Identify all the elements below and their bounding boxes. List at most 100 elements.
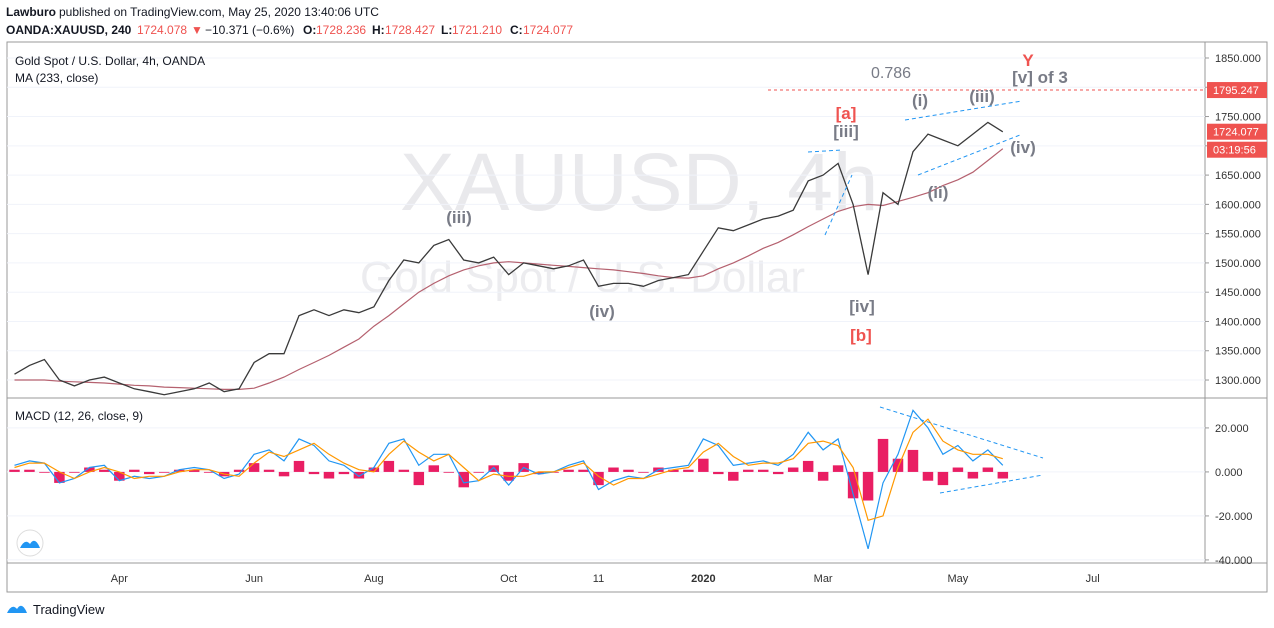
- histogram-bar: [922, 471, 934, 481]
- annotation: (iii): [969, 87, 995, 106]
- histogram-bar: [997, 471, 1009, 479]
- x-tick-label: Apr: [111, 573, 128, 585]
- annotation: (iii): [446, 208, 472, 227]
- frame: [6, 41, 1268, 593]
- histogram-bar: [443, 471, 455, 473]
- histogram-bar: [173, 469, 185, 472]
- histogram-bar: [203, 471, 215, 473]
- histogram-bar: [398, 469, 410, 472]
- histogram-bar: [54, 471, 65, 483]
- histogram-bar: [428, 465, 440, 472]
- histogram-bar: [578, 469, 589, 472]
- x-tick-label: Jun: [245, 573, 263, 585]
- change: −10.371 (−0.6%): [205, 23, 294, 37]
- histogram-bar: [743, 469, 754, 472]
- annotation: [v] of 3: [1012, 68, 1068, 87]
- annotation: Y: [1022, 51, 1034, 70]
- annotation: (ii): [928, 183, 949, 202]
- watermark-symbol: XAUUSD, 4h: [400, 137, 879, 228]
- footer-logo: [7, 605, 27, 613]
- c-label: C:: [510, 23, 523, 37]
- countdown: 03:19:56: [1213, 145, 1256, 157]
- histogram-bar: [84, 467, 95, 472]
- histogram-bar: [308, 471, 320, 475]
- x-tick-label: Jul: [1086, 573, 1100, 585]
- y-tick-label: -40.000: [1215, 555, 1252, 567]
- y-tick-label: 1300.000: [1215, 375, 1261, 387]
- series-line: [14, 418, 1003, 522]
- histogram-bar: [488, 465, 499, 472]
- close: 1724.077: [523, 23, 573, 37]
- series-line: [14, 148, 1004, 390]
- symbol: OANDA:XAUUSD, 240: [6, 23, 132, 37]
- y-tick-label: 1850.000: [1215, 53, 1261, 65]
- histogram-bar: [683, 469, 694, 472]
- y-tick-label: -20.000: [1215, 511, 1252, 523]
- annotation: (iv): [589, 302, 615, 321]
- annotation: (iv): [1010, 138, 1036, 157]
- level-label: 1795.247: [1213, 85, 1259, 97]
- histogram-bar: [787, 467, 799, 472]
- histogram-bar: [39, 471, 50, 473]
- annotation: [iii]: [833, 122, 859, 141]
- histogram-bar: [233, 469, 245, 472]
- histogram-bar: [263, 469, 275, 472]
- histogram-bar: [713, 471, 724, 475]
- low: 1721.210: [452, 23, 502, 37]
- histogram-bar: [757, 469, 769, 472]
- histogram-bar: [728, 471, 739, 481]
- legend-entry: Gold Spot / U.S. Dollar, 4h, OANDA: [15, 54, 205, 68]
- annotation: [iv]: [849, 297, 875, 316]
- histogram-bar: [9, 469, 20, 472]
- histogram-bar: [563, 469, 574, 472]
- y-tick-label: 1350.000: [1215, 346, 1261, 358]
- histogram-bar: [24, 469, 35, 472]
- histogram-bar: [668, 469, 679, 472]
- y-tick-label: 0.000: [1215, 467, 1243, 479]
- histogram-bar: [114, 471, 125, 481]
- histogram-bar: [623, 469, 634, 472]
- last: 1724.078: [137, 23, 187, 37]
- y-tick-label: 1400.000: [1215, 316, 1261, 328]
- plot-layer: 1300.000 1350.000 1400.000 1450.000 1500.000…: [7, 53, 1267, 585]
- histogram-bar: [248, 463, 260, 472]
- histogram-bar: [278, 471, 290, 477]
- histogram-bar: [862, 471, 874, 501]
- x-tick-label: Oct: [500, 573, 517, 585]
- footer-brand[interactable]: TradingView: [33, 602, 105, 617]
- y-tick-label: 1450.000: [1215, 287, 1261, 299]
- histogram-bar: [323, 471, 335, 479]
- histogram-bar: [698, 458, 709, 472]
- last-price-label: 1724.077: [1213, 127, 1259, 139]
- trend-lines: [807, 100, 1044, 494]
- histogram-bar: [473, 471, 484, 473]
- annotation: (i): [912, 91, 928, 110]
- l-label: L:: [441, 23, 452, 37]
- histogram-bar: [99, 469, 110, 472]
- histogram-bar: [293, 460, 305, 472]
- arrow: ▼: [191, 23, 203, 37]
- series-line: [14, 121, 1004, 396]
- x-tick-label: May: [948, 573, 969, 585]
- y-tick-label: 1500.000: [1215, 258, 1261, 270]
- histogram-bar: [967, 471, 979, 479]
- histogram-bar: [817, 471, 829, 481]
- histogram-bar: [458, 471, 469, 488]
- h-label: H:: [372, 23, 385, 37]
- y-tick-label: 20.000: [1215, 423, 1249, 435]
- legend-entry: MACD (12, 26, close, 9): [15, 409, 143, 423]
- histogram-bar: [188, 469, 200, 472]
- watermark-description: Gold Spot / U.S. Dollar: [360, 253, 805, 302]
- logo-icon: [20, 540, 40, 548]
- annotation: [a]: [836, 104, 857, 123]
- histogram-bar: [413, 471, 425, 486]
- series-line: [14, 409, 1004, 550]
- histogram-bar: [383, 460, 395, 472]
- logo-badge[interactable]: [16, 529, 44, 557]
- histogram-bar: [847, 471, 859, 499]
- x-tick-label: 2020: [691, 573, 715, 585]
- o-label: O:: [303, 23, 316, 37]
- histogram-bar: [638, 471, 649, 473]
- histogram-bar: [533, 471, 544, 475]
